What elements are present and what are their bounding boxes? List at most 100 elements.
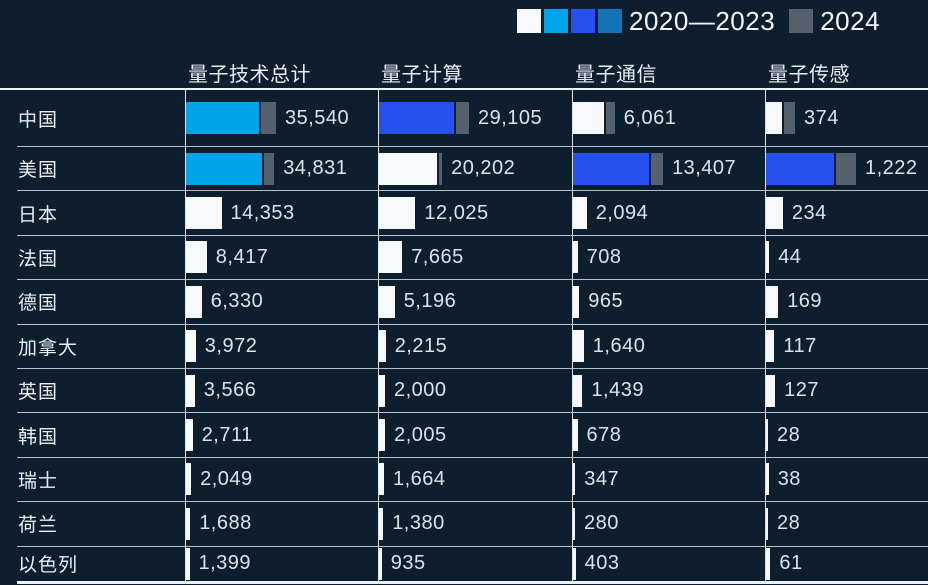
bar-2020-2023	[186, 507, 191, 540]
country-label: 中国	[18, 109, 59, 131]
bar-2020-2023	[186, 102, 259, 134]
table-body: 中国 35,540 29,105 6,061 374 美国 34,831 20,202 13,4…	[0, 90, 928, 584]
bar-2020-2023	[186, 330, 196, 363]
table-row: 以色列 1,399 935 403 61	[0, 546, 928, 584]
bar-value: 20,202	[451, 157, 516, 180]
bar-2020-2023	[379, 102, 454, 134]
bar-2020-2023	[766, 463, 769, 496]
country-label: 德国	[18, 293, 59, 315]
bar-2020-2023	[573, 419, 578, 452]
bar-value: 1,380	[392, 512, 445, 535]
bar-2020-2023	[379, 419, 386, 452]
bar-2020-2023	[573, 374, 583, 407]
bar-2020-2023	[379, 330, 386, 363]
bar-value: 965	[588, 290, 624, 313]
bar-cell: 2,215	[378, 324, 572, 368]
table-row: 中国 35,540 29,105 6,061 374	[0, 90, 928, 147]
bar-cell: 2,711	[185, 413, 378, 457]
bar-value: 38	[777, 467, 801, 490]
bar-value: 6,061	[623, 106, 677, 129]
bar-cell: 8,417	[185, 235, 378, 280]
bar-2020-2023	[573, 507, 575, 540]
bar-value: 29,105	[477, 106, 543, 129]
table-row: 日本 14,353 12,025 2,094 234	[0, 191, 928, 236]
bar-2020-2023	[573, 152, 649, 185]
bar-cell: 28	[765, 413, 928, 457]
table-row: 英国 3,566 2,000 1,439 127	[0, 368, 928, 414]
bar-value: 35,540	[285, 106, 350, 129]
bar-cell: 1,380	[378, 502, 572, 546]
bar-2020-2023	[766, 102, 783, 134]
bar-cell: 127	[765, 368, 928, 413]
table-row: 加拿大 3,972 2,215 1,640 117	[0, 324, 928, 369]
legend-label-2024: 2024	[820, 6, 881, 36]
bar-cell: 169	[765, 280, 928, 324]
bar-cell: 1,222	[765, 147, 928, 191]
bar-value: 935	[390, 552, 426, 575]
bar-2020-2023	[379, 197, 416, 230]
bar-cell: 3,972	[185, 324, 378, 368]
country-label: 瑞士	[18, 470, 59, 492]
bar-2020-2023	[186, 463, 192, 496]
bar-cell: 935	[378, 546, 572, 581]
bar-value: 280	[584, 512, 619, 535]
table-row: 荷兰 1,688 1,380 280 28	[0, 502, 928, 547]
country-label: 韩国	[18, 426, 59, 448]
bar-2020-2023	[573, 330, 584, 363]
bar-2020-2023	[766, 330, 775, 363]
bar-cell: 5,196	[378, 280, 572, 324]
bar-cell: 44	[765, 235, 928, 280]
bar-value: 3,566	[203, 379, 257, 402]
bar-2020-2023	[186, 419, 193, 452]
bar-2020-2023	[379, 285, 395, 318]
bar-2024	[263, 152, 275, 185]
bar-cell: 34,831	[185, 147, 378, 191]
bar-2020-2023	[379, 152, 437, 185]
bar-2024	[835, 152, 856, 185]
bar-value: 3,972	[204, 334, 258, 357]
bar-value: 13,407	[671, 157, 737, 180]
bar-2020-2023	[186, 241, 207, 274]
bar-2024	[784, 102, 795, 134]
bar-2020-2023	[573, 241, 578, 274]
bar-value: 28	[777, 512, 801, 535]
table-row: 法国 8,417 7,665 708 44	[0, 235, 928, 281]
bar-cell: 708	[572, 235, 765, 280]
bar-2020-2023	[766, 152, 834, 185]
bar-2024	[605, 102, 615, 134]
bar-2020-2023	[379, 547, 382, 580]
country-label: 荷兰	[18, 515, 59, 537]
table-row: 德国 6,330 5,196 965 169	[0, 280, 928, 325]
bar-2024	[455, 102, 469, 134]
bar-cell: 13,407	[572, 147, 765, 191]
bar-value: 1,688	[199, 512, 252, 535]
bar-value: 2,005	[394, 423, 447, 446]
bar-cell: 1,399	[185, 546, 378, 581]
bar-2020-2023	[766, 507, 768, 540]
bar-2020-2023	[186, 197, 222, 230]
bar-value: 61	[779, 552, 803, 575]
legend-swatch-blue-icon	[571, 9, 595, 33]
bar-cell: 1,640	[572, 324, 765, 368]
country-label: 日本	[18, 204, 59, 226]
bar-2020-2023	[186, 285, 202, 318]
bar-value: 6,330	[210, 290, 264, 313]
bar-value: 1,640	[592, 334, 646, 357]
left-edge-mask	[0, 90, 17, 585]
bar-cell: 20,202	[378, 147, 572, 191]
bar-cell: 2,094	[572, 191, 765, 235]
bar-value: 28	[777, 423, 801, 446]
bar-cell: 28	[765, 502, 928, 546]
bar-value: 2,049	[200, 467, 253, 490]
bar-value: 14,353	[230, 201, 295, 224]
bar-2020-2023	[573, 463, 576, 496]
bar-cell: 35,540	[185, 90, 378, 146]
data-table: 量子技术总计 量子计算 量子通信 量子传感 中国 35,540 29,105 6,06…	[0, 56, 928, 584]
bar-cell: 6,330	[185, 280, 378, 324]
bar-cell: 2,005	[378, 413, 572, 457]
bar-cell: 403	[572, 546, 765, 581]
bar-value: 1,222	[864, 157, 918, 180]
bar-value: 1,664	[393, 467, 446, 490]
bar-cell: 29,105	[378, 90, 572, 146]
